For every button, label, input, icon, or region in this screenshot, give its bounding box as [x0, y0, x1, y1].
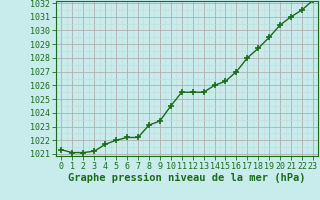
X-axis label: Graphe pression niveau de la mer (hPa): Graphe pression niveau de la mer (hPa): [68, 173, 306, 183]
